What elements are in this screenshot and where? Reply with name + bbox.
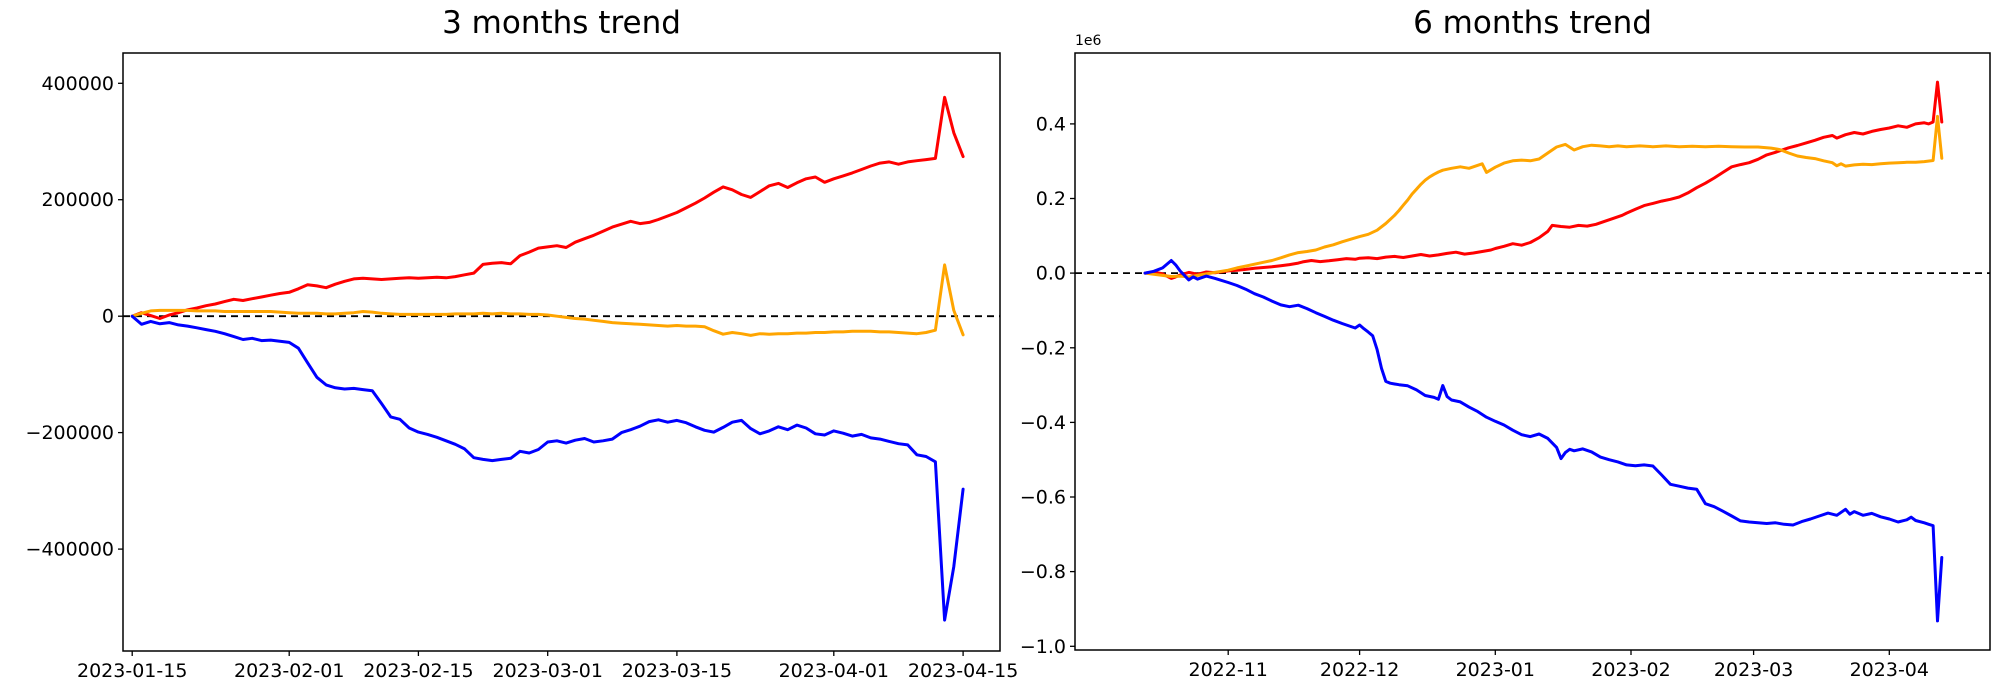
right-chart-x-tick-label: 2023-03 (1714, 659, 1793, 681)
right-chart-title: 6 months trend (1413, 5, 1652, 41)
left-chart-x-tick-label: 2023-04-01 (779, 660, 889, 682)
left-chart-y-tick-label: 400000 (41, 73, 114, 95)
left-chart-x-tick-label: 2023-03-01 (492, 660, 602, 682)
left-chart-y-tick-label: −400000 (26, 539, 114, 561)
left-chart-series-orange-line (130, 263, 965, 337)
left-chart-x-tick-label: 2023-04-15 (908, 660, 1018, 682)
left-chart-y-tick-label: 0 (102, 306, 114, 328)
left-chart-x-tick-label: 2023-02-01 (234, 660, 344, 682)
right-chart-y-tick-label: 0.0 (1036, 263, 1066, 285)
left-chart-x-tick-label: 2023-03-15 (622, 660, 732, 682)
right-chart-axis-offset-label: 1e6 (1075, 33, 1102, 49)
right-chart-x-tick-label: 2023-04 (1850, 659, 1929, 681)
right-chart-y-tick-label: 0.2 (1036, 188, 1066, 210)
right-chart-x-tick-label: 2022-11 (1189, 659, 1268, 681)
right-chart-series-orange-line (1143, 114, 1944, 279)
left-chart-axes-frame (122, 52, 1001, 652)
left-chart-x-tick-label: 2023-02-15 (363, 660, 473, 682)
right-chart-x-tick-label: 2023-01 (1456, 659, 1535, 681)
right-chart-y-tick-label: −0.6 (1020, 487, 1066, 509)
left-chart-y-tick-label: −200000 (26, 422, 114, 444)
right-chart-y-tick-label: −0.4 (1020, 412, 1066, 434)
left-chart-title: 3 months trend (442, 5, 681, 41)
right-chart-x-tick-label: 2022-12 (1320, 659, 1399, 681)
right-chart-y-tick-label: −0.2 (1020, 337, 1066, 359)
right-chart-x-tick-label: 2023-02 (1591, 659, 1670, 681)
right-chart-axes-frame (1074, 52, 1991, 651)
right-chart-y-tick-label: −1.0 (1020, 636, 1066, 658)
right-chart-y-tick-label: −0.8 (1020, 561, 1066, 583)
left-chart-x-tick-label: 2023-01-15 (77, 660, 187, 682)
left-chart-series-red-line (130, 95, 965, 320)
right-chart-series-red-line (1143, 80, 1944, 280)
right-chart-y-tick-label: 0.4 (1036, 113, 1066, 135)
left-chart-series-blue-line (130, 314, 965, 622)
right-chart-series-blue-line (1143, 259, 1944, 623)
left-chart-y-tick-label: 200000 (41, 189, 114, 211)
